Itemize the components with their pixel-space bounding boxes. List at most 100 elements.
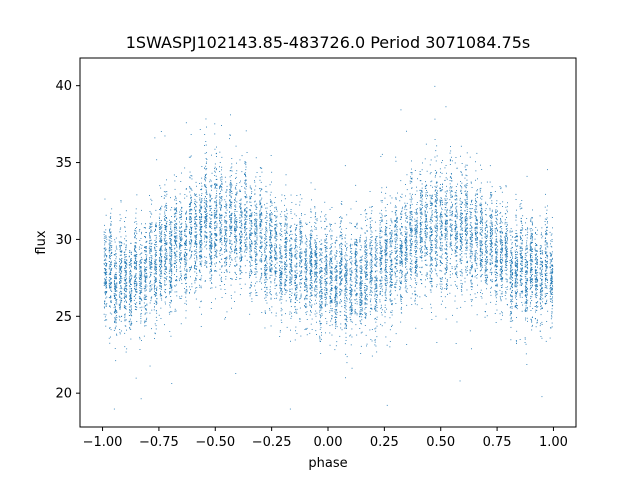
- data-point: [545, 264, 547, 265]
- data-point: [366, 287, 368, 289]
- data-point: [185, 230, 187, 232]
- data-point: [224, 235, 226, 236]
- data-point: [320, 243, 322, 245]
- data-point: [275, 276, 277, 277]
- data-point: [545, 278, 546, 280]
- data-point: [300, 248, 302, 250]
- data-point: [211, 263, 212, 265]
- data-point: [490, 252, 492, 253]
- data-point: [184, 302, 186, 304]
- data-point: [389, 233, 391, 235]
- data-point: [141, 286, 142, 287]
- data-point: [184, 274, 186, 276]
- data-point: [210, 223, 212, 224]
- data-point: [189, 229, 190, 231]
- data-point: [304, 297, 305, 299]
- data-point: [124, 269, 126, 271]
- data-point: [149, 236, 151, 238]
- data-point: [546, 243, 548, 245]
- data-point: [485, 250, 486, 252]
- data-point: [440, 184, 441, 185]
- data-point: [405, 252, 407, 254]
- data-point: [335, 278, 336, 280]
- data-point: [230, 170, 232, 171]
- data-point: [344, 266, 346, 268]
- data-point: [269, 220, 271, 222]
- data-point: [331, 324, 333, 326]
- data-point: [541, 269, 542, 271]
- data-point: [427, 211, 428, 213]
- data-point: [495, 269, 497, 271]
- data-point: [451, 215, 453, 217]
- data-point: [171, 234, 173, 236]
- data-point: [364, 295, 366, 297]
- data-point: [124, 290, 125, 292]
- data-point: [511, 284, 512, 286]
- data-point: [109, 286, 111, 288]
- data-point: [279, 235, 281, 236]
- data-point: [336, 239, 337, 241]
- data-point: [285, 262, 286, 263]
- data-point: [435, 220, 437, 222]
- data-point: [540, 294, 542, 296]
- data-point: [540, 263, 542, 265]
- data-point: [324, 272, 326, 274]
- data-point: [320, 260, 322, 262]
- data-point: [291, 270, 293, 271]
- data-point: [116, 285, 118, 287]
- data-point: [551, 316, 553, 318]
- data-point: [470, 282, 472, 284]
- data-point: [119, 249, 121, 250]
- data-point: [431, 180, 433, 182]
- data-point: [149, 248, 151, 250]
- data-point: [510, 301, 511, 303]
- data-point: [411, 197, 412, 199]
- data-point: [465, 266, 467, 268]
- data-point: [475, 211, 477, 213]
- data-point: [447, 231, 448, 233]
- data-point: [285, 275, 287, 277]
- data-point: [335, 240, 337, 242]
- data-point: [477, 274, 478, 275]
- data-point: [315, 250, 317, 252]
- data-point: [204, 246, 206, 248]
- data-point: [206, 209, 207, 211]
- data-point: [334, 242, 336, 243]
- data-point: [260, 258, 262, 260]
- data-point: [151, 296, 153, 298]
- data-point: [259, 167, 261, 168]
- data-point: [434, 225, 436, 227]
- data-point: [309, 272, 311, 274]
- data-point: [344, 255, 346, 257]
- data-point: [331, 309, 333, 311]
- data-point: [429, 255, 431, 257]
- data-point: [186, 245, 187, 246]
- data-point: [301, 236, 303, 237]
- data-point: [336, 236, 338, 238]
- data-point: [414, 234, 416, 235]
- data-point: [109, 241, 111, 243]
- data-point: [389, 246, 391, 248]
- data-point: [480, 255, 482, 257]
- data-point: [545, 295, 546, 297]
- data-point: [529, 245, 531, 247]
- data-point: [511, 262, 513, 264]
- data-point: [420, 216, 422, 218]
- data-point: [374, 291, 376, 293]
- data-point: [163, 191, 165, 193]
- data-point: [380, 237, 382, 239]
- data-point: [490, 193, 492, 195]
- data-point: [399, 288, 401, 290]
- data-point: [385, 239, 387, 241]
- data-point: [546, 242, 548, 244]
- data-point: [491, 258, 493, 260]
- data-point: [431, 234, 433, 236]
- data-point: [306, 290, 308, 292]
- data-point: [490, 217, 492, 219]
- data-point: [181, 172, 182, 174]
- data-point: [133, 263, 135, 265]
- data-point: [155, 325, 157, 327]
- data-point: [174, 199, 175, 201]
- data-point: [280, 267, 281, 269]
- data-point: [424, 246, 426, 248]
